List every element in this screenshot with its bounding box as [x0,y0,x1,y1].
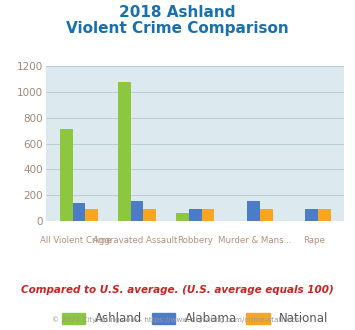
Text: Robbery: Robbery [177,236,213,245]
Bar [143,209,156,221]
Text: Rape: Rape [304,236,326,245]
Text: Murder & Mans...: Murder & Mans... [218,236,292,245]
Text: Aggravated Assault: Aggravated Assault [93,236,178,245]
Text: © 2024 CityRating.com - https://www.cityrating.com/crime-statistics/: © 2024 CityRating.com - https://www.city… [53,317,302,323]
Bar [176,213,189,221]
Bar [202,209,214,221]
Bar [131,201,143,221]
Bar [118,82,131,221]
Legend: Ashland, Alabama, National: Ashland, Alabama, National [57,308,333,330]
Text: All Violent Crime: All Violent Crime [40,236,112,245]
Bar [60,129,72,221]
Text: 2018 Ashland: 2018 Ashland [119,5,236,20]
Bar [318,209,331,221]
Bar [85,209,98,221]
Text: Violent Crime Comparison: Violent Crime Comparison [66,21,289,36]
Bar [260,209,273,221]
Bar [189,209,202,221]
Bar [305,209,318,221]
Text: Compared to U.S. average. (U.S. average equals 100): Compared to U.S. average. (U.S. average … [21,285,334,295]
Bar [247,201,260,221]
Bar [72,203,85,221]
